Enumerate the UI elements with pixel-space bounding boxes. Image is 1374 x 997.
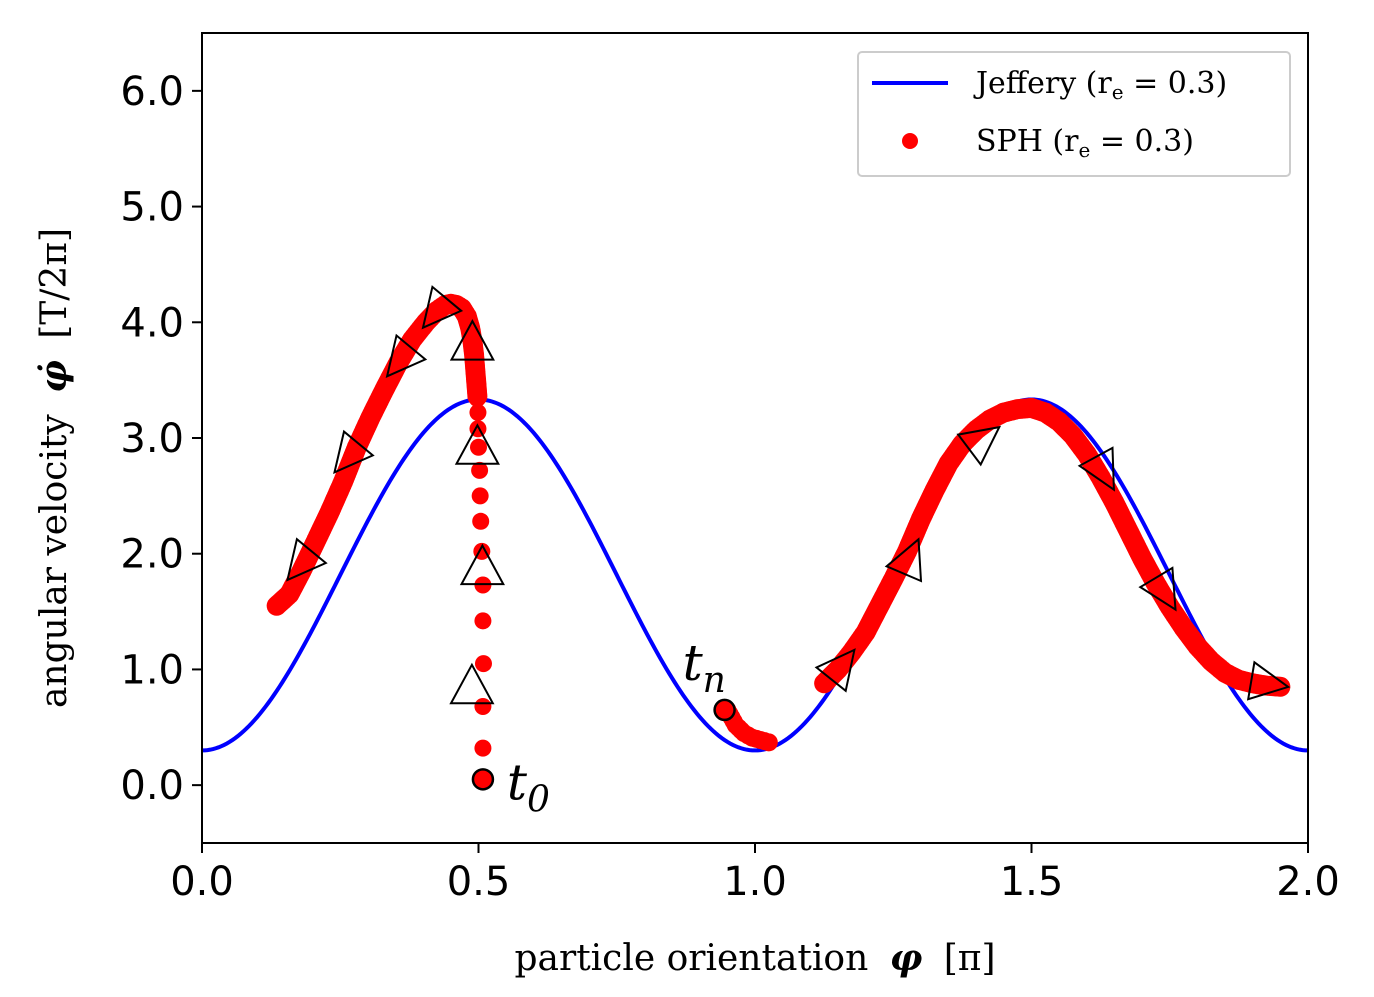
sph-direction-marker <box>1077 446 1115 492</box>
sph-direction-marker <box>385 333 428 379</box>
sph-point <box>474 739 492 757</box>
sph-direction-marker <box>286 537 328 582</box>
plot-area <box>201 285 1309 791</box>
x-axis-title-unit: [π] <box>944 938 996 979</box>
annotation-tn: tn <box>683 634 726 701</box>
legend-jeffery-label: Jeffery (re = 0.3) <box>973 66 1227 104</box>
annotation-t0: t0 <box>507 753 550 820</box>
x-tick-label: 1.5 <box>1000 859 1064 905</box>
legend-sph-swatch <box>902 133 918 149</box>
sph-direction-marker <box>449 662 495 705</box>
sph-direction-marker <box>333 429 375 475</box>
x-tick-label: 1.0 <box>723 859 787 905</box>
x-axis-title: particle orientation φ [π] <box>514 937 995 979</box>
sph-point <box>469 404 487 422</box>
y-tick-label: 5.0 <box>120 185 184 231</box>
x-tick-label: 0.0 <box>170 859 234 905</box>
jeffery-curve <box>201 397 1309 753</box>
annotation-point-tn <box>713 698 736 722</box>
x-tick-label: 0.5 <box>447 859 511 905</box>
sph-point <box>470 438 487 456</box>
y-axis-title-text: angular velocity <box>34 414 75 708</box>
legend-sph-label: SPH (re = 0.3) <box>976 124 1194 162</box>
sph-direction-marker <box>454 423 500 465</box>
sph-direction-marker <box>449 319 495 361</box>
legend-box <box>857 51 1291 177</box>
y-tick-label: 3.0 <box>120 416 184 462</box>
y-tick-label: 6.0 <box>120 69 184 115</box>
y-tick-label: 2.0 <box>120 532 184 578</box>
y-axis-title-unit: [T/2π] <box>34 228 75 339</box>
sph-direction-marker <box>1246 660 1291 701</box>
sph-point <box>266 595 287 616</box>
x-tick-label: 2.0 <box>1276 859 1340 905</box>
y-tick-label: 4.0 <box>120 300 184 346</box>
sph-direction-marker <box>421 285 464 330</box>
sph-point <box>474 612 492 630</box>
legend: Jeffery (re = 0.3) SPH (re = 0.3) <box>857 51 1291 177</box>
sph-point <box>471 487 489 505</box>
x-axis-title-text: particle orientation <box>514 938 868 979</box>
sph-point <box>471 461 489 479</box>
y-tick-label: 1.0 <box>120 647 184 693</box>
sph-point <box>474 655 492 673</box>
y-tick-label: 0.0 <box>120 763 184 809</box>
x-axis-title-symbol: φ <box>890 937 923 979</box>
sph-direction-marker <box>459 543 505 586</box>
y-axis-title-symbol: φ̇ <box>33 360 75 393</box>
y-axis-title: angular velocity φ̇ [T/2π] <box>33 228 75 708</box>
sph-direction-marker <box>1138 566 1177 612</box>
sph-direction-marker <box>956 425 1002 467</box>
sph-direction-marker <box>814 648 856 693</box>
axis-ticks: 0.0 0.5 1.0 1.5 2.0 0.0 1.0 2.0 3.0 4.0 5.0 6.0 <box>120 69 1339 905</box>
annotation-point-t0 <box>471 768 495 791</box>
sph-direction-marker <box>884 537 923 583</box>
sph-point <box>474 697 492 715</box>
sph-point <box>759 733 778 752</box>
sph-point <box>472 512 490 530</box>
